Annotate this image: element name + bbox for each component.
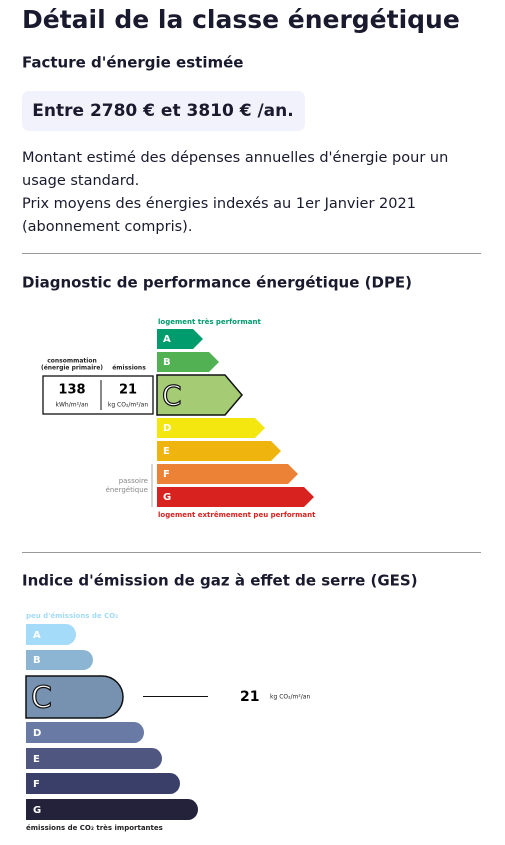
consumption-label: consommation xyxy=(47,358,97,365)
title: Détail de la classe énergétique xyxy=(22,5,460,34)
consumption-label: (énergie primaire) xyxy=(41,365,103,372)
ges-bar xyxy=(26,748,162,769)
dpe-class: A xyxy=(163,334,171,345)
ges-class: C xyxy=(31,681,52,716)
dpe-bar-current xyxy=(156,374,243,416)
dpe-bar xyxy=(157,464,298,484)
passoire-label: énergétique xyxy=(106,486,148,494)
dpe-bar xyxy=(157,352,219,372)
cost-box xyxy=(22,91,305,131)
emissions-unit: kg CO₂/m²/an xyxy=(108,402,148,409)
ges-value: 21 xyxy=(240,689,259,705)
dpe-bar xyxy=(157,487,314,507)
ges-bar xyxy=(26,799,199,820)
ges-bar-current xyxy=(25,675,124,719)
emissions-label: émissions xyxy=(112,365,146,372)
consumption: 138 xyxy=(58,383,85,398)
note-line: Prix moyens des énergies indexés au 1er … xyxy=(22,196,416,212)
dpe-bar xyxy=(157,441,281,461)
dpe-class: C xyxy=(162,379,182,412)
note-line: Montant estimé des dépenses annuelles d'… xyxy=(22,150,448,166)
ges-bar xyxy=(26,773,180,794)
note-line: usage standard. xyxy=(22,173,139,189)
dpe-class: F xyxy=(163,469,170,480)
cost-range: Entre 2780 € et 3810 € /an. xyxy=(32,101,293,121)
cost-heading: Facture d'énergie estimée xyxy=(22,54,243,72)
dpe-value-box xyxy=(42,375,154,415)
ges-bar xyxy=(26,650,93,670)
note-line: (abonnement compris). xyxy=(22,219,192,235)
dpe-class: D xyxy=(163,423,171,434)
emissions: 21 xyxy=(119,383,137,398)
ges-unit: kg CO₂/m²/an xyxy=(270,694,310,701)
dpe-bar xyxy=(157,418,265,438)
consumption-unit: kWh/m²/an xyxy=(56,402,89,409)
ges-bar xyxy=(26,722,144,743)
dpe-heading: Diagnostic de performance énergétique (D… xyxy=(22,274,412,292)
ges-heading: Indice d'émission de gaz à effet de serr… xyxy=(22,572,418,590)
ges-top-label: peu d'émissions de CO₂ xyxy=(26,612,118,620)
passoire-label: passoire xyxy=(119,477,148,485)
dpe-class: G xyxy=(163,492,171,503)
ges-class: F xyxy=(33,779,40,790)
ges-class: D xyxy=(33,728,41,739)
dpe-class: B xyxy=(163,357,171,368)
dpe-bar xyxy=(157,329,203,349)
ges-class: G xyxy=(33,805,41,816)
dpe-bottom-label: logement extrêmement peu performant xyxy=(158,511,316,519)
ges-bar xyxy=(26,624,76,645)
dpe-class: E xyxy=(163,446,170,457)
ges-class: B xyxy=(33,655,41,666)
ges-class: E xyxy=(33,754,40,765)
dpe-top-label: logement très performant xyxy=(158,318,261,326)
ges-class: A xyxy=(33,630,41,641)
ges-bottom-label: émissions de CO₂ très importantes xyxy=(26,824,163,832)
